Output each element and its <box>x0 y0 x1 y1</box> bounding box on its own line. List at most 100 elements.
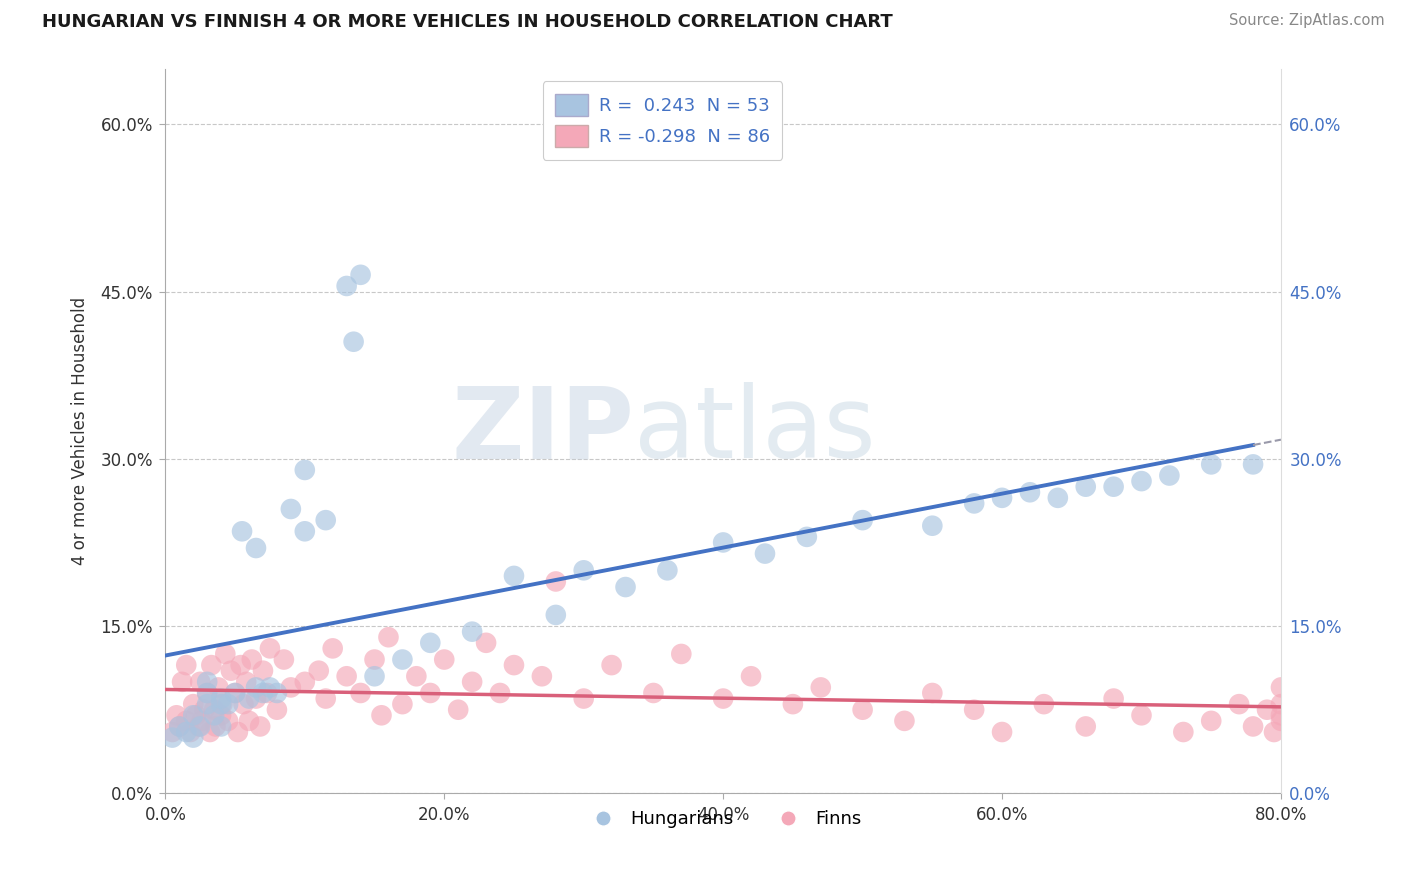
Point <box>249 719 271 733</box>
Point <box>162 725 184 739</box>
Point <box>235 674 257 689</box>
Point <box>209 697 232 711</box>
Point <box>544 607 567 622</box>
Point <box>419 636 441 650</box>
Point <box>259 641 281 656</box>
Point <box>530 669 553 683</box>
Point <box>1256 703 1278 717</box>
Point <box>209 691 232 706</box>
Point <box>810 681 832 695</box>
Point <box>1199 458 1222 472</box>
Point <box>852 703 875 717</box>
Point <box>1130 474 1153 488</box>
Point <box>782 697 804 711</box>
Point <box>226 725 249 739</box>
Point <box>1270 697 1292 711</box>
Point <box>991 725 1014 739</box>
Point <box>202 708 225 723</box>
Point <box>204 719 226 733</box>
Point <box>188 674 211 689</box>
Point <box>921 518 943 533</box>
Point <box>259 681 281 695</box>
Point <box>166 708 188 723</box>
Point <box>238 714 260 728</box>
Point <box>343 334 366 349</box>
Point <box>187 719 209 733</box>
Point <box>294 463 316 477</box>
Point <box>461 674 484 689</box>
Point <box>174 714 197 728</box>
Point <box>1270 708 1292 723</box>
Point <box>195 674 218 689</box>
Point <box>461 624 484 639</box>
Point <box>614 580 637 594</box>
Point <box>671 647 693 661</box>
Point <box>991 491 1014 505</box>
Point <box>240 652 263 666</box>
Point <box>572 563 595 577</box>
Point <box>315 513 337 527</box>
Point <box>179 725 201 739</box>
Point <box>181 731 204 745</box>
Point <box>232 697 254 711</box>
Point <box>711 691 734 706</box>
Point <box>322 641 344 656</box>
Point <box>209 719 232 733</box>
Point <box>209 708 232 723</box>
Text: Source: ZipAtlas.com: Source: ZipAtlas.com <box>1229 13 1385 29</box>
Point <box>544 574 567 589</box>
Point <box>447 703 470 717</box>
Point <box>503 569 526 583</box>
Point <box>893 714 915 728</box>
Point <box>174 725 197 739</box>
Point <box>181 708 204 723</box>
Point <box>266 703 288 717</box>
Point <box>273 652 295 666</box>
Text: HUNGARIAN VS FINNISH 4 OR MORE VEHICLES IN HOUSEHOLD CORRELATION CHART: HUNGARIAN VS FINNISH 4 OR MORE VEHICLES … <box>42 13 893 31</box>
Point <box>1074 719 1097 733</box>
Point <box>572 691 595 706</box>
Point <box>1130 708 1153 723</box>
Point <box>336 279 359 293</box>
Point <box>1270 714 1292 728</box>
Point <box>294 524 316 539</box>
Point <box>796 530 818 544</box>
Point <box>190 714 212 728</box>
Point <box>419 686 441 700</box>
Point <box>963 703 986 717</box>
Point <box>280 502 302 516</box>
Point <box>174 658 197 673</box>
Point <box>1046 491 1069 505</box>
Point <box>1032 697 1054 711</box>
Point <box>336 669 359 683</box>
Point <box>1241 458 1264 472</box>
Point <box>245 691 267 706</box>
Text: atlas: atlas <box>634 383 876 479</box>
Point <box>754 547 776 561</box>
Point <box>1241 719 1264 733</box>
Point <box>214 647 236 661</box>
Point <box>657 563 679 577</box>
Point <box>169 719 191 733</box>
Point <box>195 686 218 700</box>
Point <box>475 636 498 650</box>
Point <box>245 541 267 555</box>
Point <box>188 719 211 733</box>
Point <box>377 630 399 644</box>
Point <box>169 719 191 733</box>
Point <box>308 664 330 678</box>
Point <box>198 725 221 739</box>
Point <box>1019 485 1042 500</box>
Point <box>963 496 986 510</box>
Point <box>195 697 218 711</box>
Point <box>1102 691 1125 706</box>
Point <box>252 686 274 700</box>
Point <box>315 691 337 706</box>
Point <box>280 681 302 695</box>
Point <box>252 664 274 678</box>
Point <box>231 524 253 539</box>
Point <box>433 652 456 666</box>
Point <box>600 658 623 673</box>
Point <box>1227 697 1250 711</box>
Point <box>211 697 233 711</box>
